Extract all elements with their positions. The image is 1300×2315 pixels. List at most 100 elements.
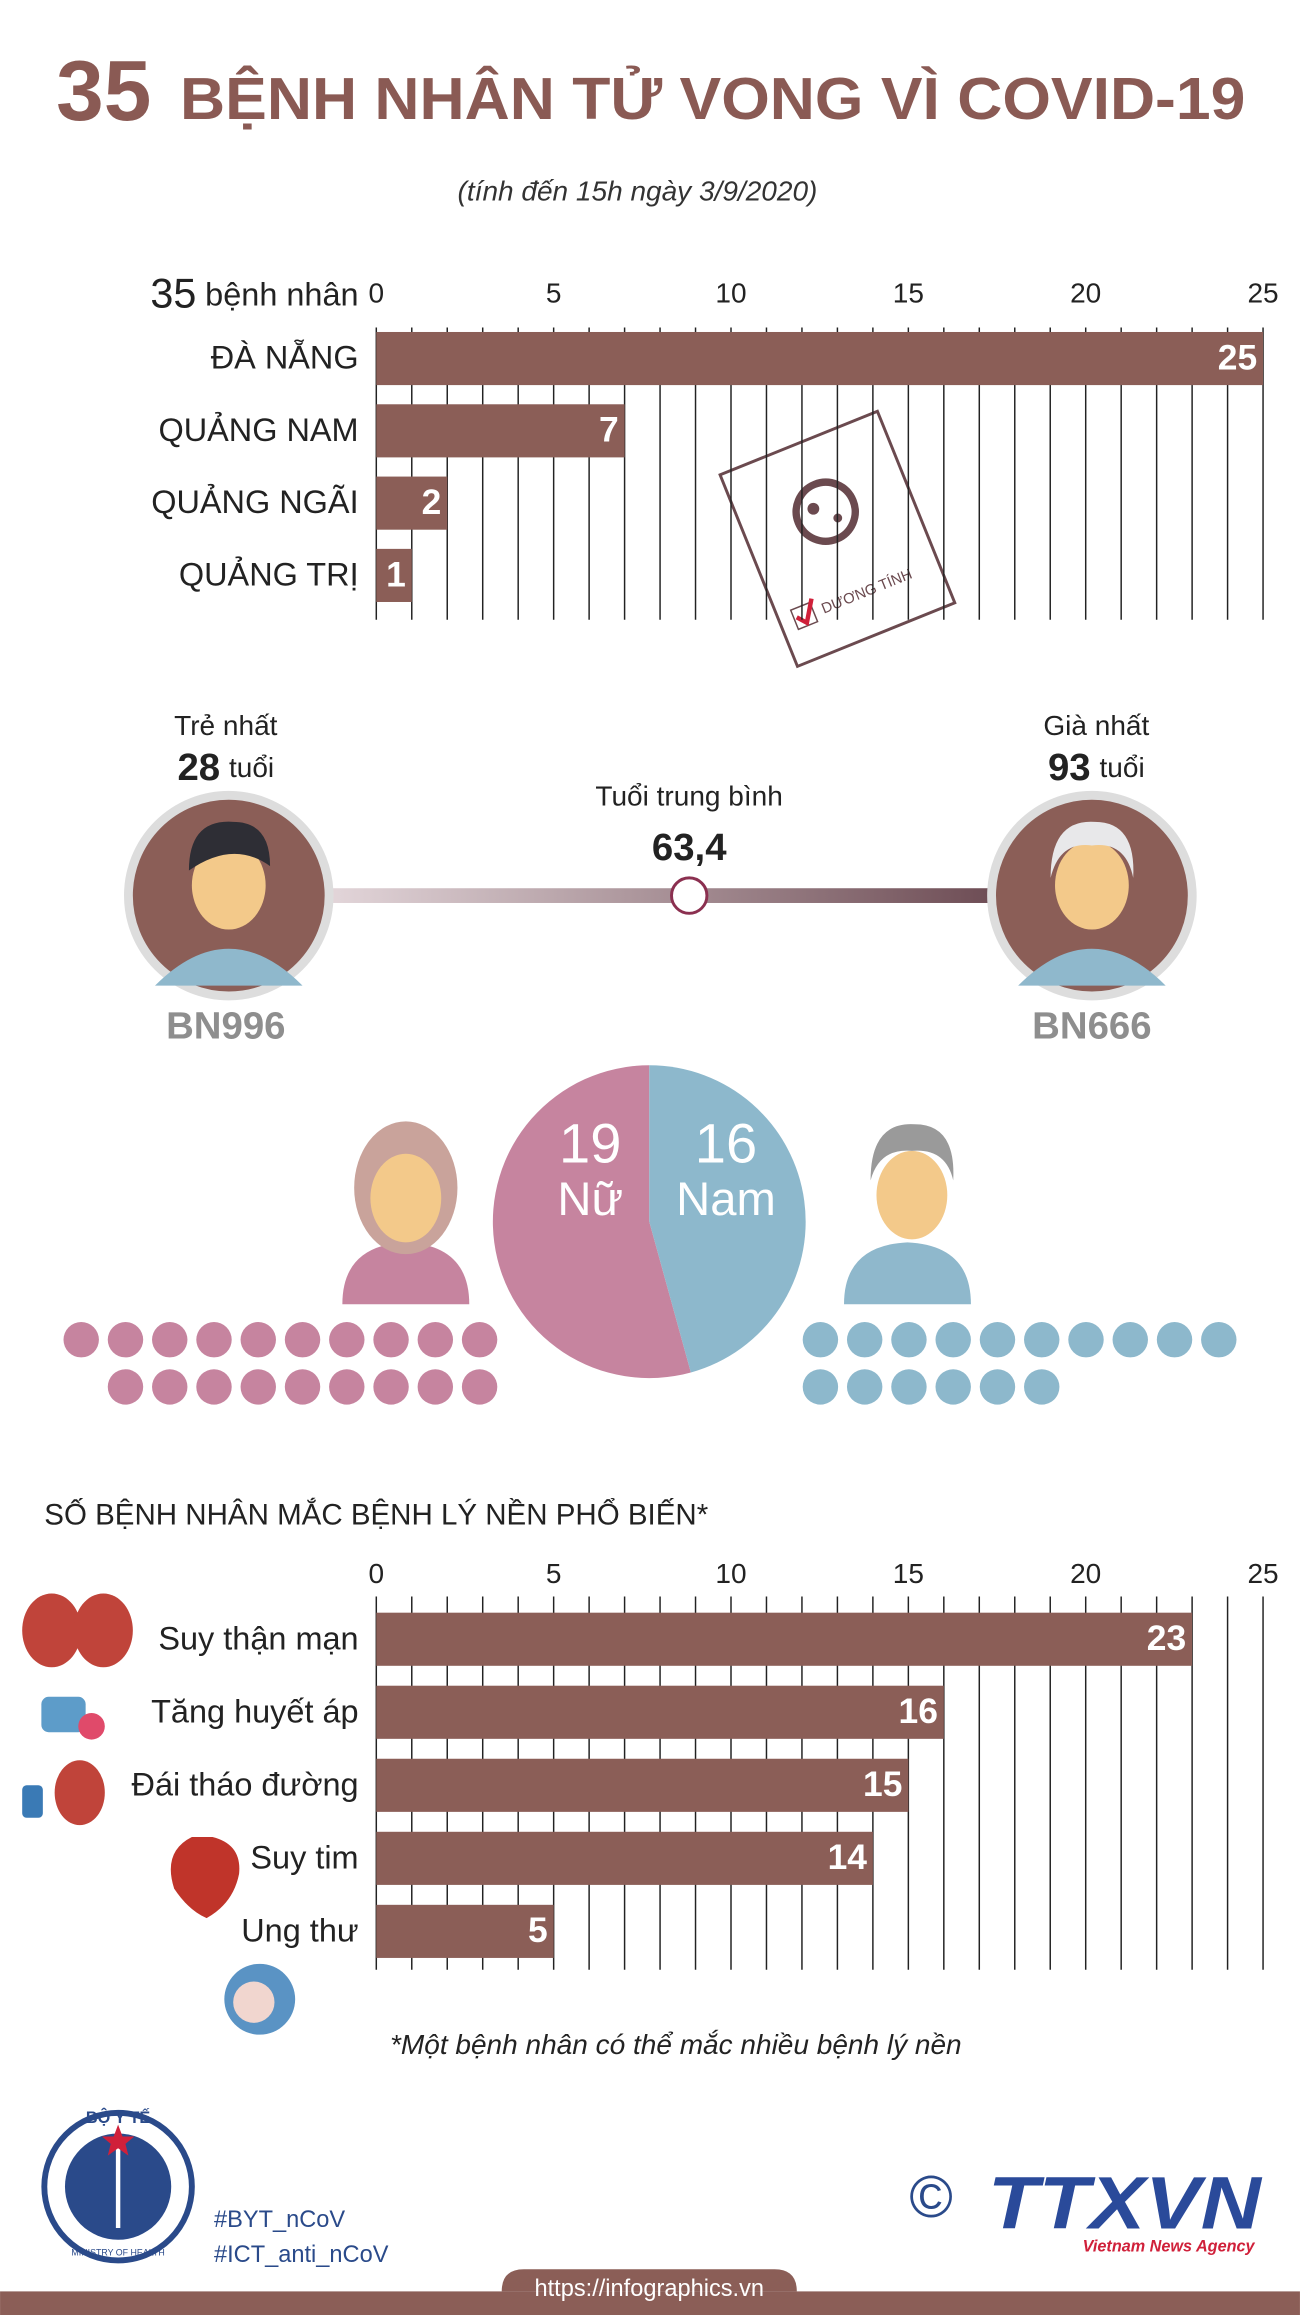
category-label: Đái tháo đường [132,1766,359,1802]
cell-icon [233,1981,275,2023]
value-label: 15 [863,1764,902,1804]
average-value: 63,4 [652,826,727,869]
title: BỆNH NHÂN TỬ VONG VÌ COVID-19 [180,65,1245,132]
unit-dot [240,1369,276,1405]
category-label: QUẢNG TRỊ [179,555,359,592]
unit-dot [63,1322,99,1358]
unit-dot [417,1369,454,1405]
value-label: 5 [528,1910,548,1950]
chart-title-text: bệnh nhân [205,276,358,312]
value-label: 1 [386,554,406,594]
unit-dot [891,1369,927,1405]
value-label: 16 [899,1691,938,1731]
x-tick-label: 0 [369,1558,385,1589]
body [844,1242,971,1305]
bar [376,548,412,602]
heart-icon [170,1836,240,1919]
virus-dot [807,502,820,515]
bar [376,1612,1193,1666]
bar [376,1904,554,1958]
unit-dot [935,1322,971,1358]
bar [376,1831,873,1885]
unit-dot [935,1369,971,1405]
chart-title: 35 bệnh nhân [150,270,358,316]
pie-slice [649,1065,806,1373]
hair [188,821,271,871]
x-tick-label: 15 [893,1558,924,1589]
url: https://infographics.vn [535,2276,765,2302]
x-tick-label: 25 [1247,1558,1278,1589]
unit-dot [284,1369,321,1405]
organ-icon [54,1760,105,1826]
value-label: 14 [828,1837,868,1877]
category-label: Tăng huyết áp [151,1693,359,1729]
unit-dot [1201,1322,1237,1358]
age-unit: tuổi [1100,753,1145,784]
unit-dot [461,1322,498,1358]
average-label: Tuổi trung bình [595,781,782,812]
value-label: 7 [599,410,619,450]
unit-dot [373,1369,409,1405]
unit-dot [107,1322,144,1358]
pie-slice [492,1065,691,1379]
kidney-icon [73,1593,133,1668]
kidney-icon [22,1593,82,1668]
bar [376,1758,909,1812]
age-unit: tuổi [229,753,274,784]
unit-dot [329,1369,365,1405]
age-slider [327,888,992,903]
logo-sub: MINISTRY OF HEALTH [71,2247,164,2257]
disease-icons [22,1593,296,2035]
oldest-age: 93 tuổi [1048,746,1145,789]
chart-total: 35 [150,270,196,316]
category-label: ĐÀ NẴNG [211,339,359,376]
x-tick-label: 20 [1070,1558,1101,1589]
hair [1050,821,1134,878]
bp-icon [41,1696,86,1733]
slice-label: Nữ [557,1173,623,1226]
bar [376,476,448,530]
unit-dot [417,1322,454,1358]
unit-dot [979,1369,1016,1405]
body [342,1242,470,1305]
title-number: 35 [56,44,151,139]
url-tab [501,2269,797,2292]
average-marker [670,876,709,915]
slice-value: 19 [559,1112,621,1175]
unit-dot [846,1322,883,1358]
x-tick-label: 25 [1247,277,1278,308]
unit-dot [1024,1369,1060,1405]
hair [870,1124,954,1181]
unit-dot [1024,1322,1060,1358]
x-tick-label: 20 [1070,277,1101,308]
shirt [1018,948,1166,986]
man-icon [844,1124,971,1305]
unit-dot [240,1322,276,1358]
patient-id: BN666 [1032,1005,1151,1048]
check [795,598,814,627]
age-value: 93 [1048,746,1091,789]
unit-dot [891,1322,927,1358]
agency-sub: Vietnam News Agency [1083,2237,1256,2255]
value-label: 2 [422,482,442,522]
shirt [154,948,303,986]
unit-dot [802,1322,839,1358]
x-tick-label: 5 [546,1558,562,1589]
value-label: 25 [1218,337,1257,377]
value-label: 23 [1147,1618,1186,1658]
face [876,1150,948,1240]
unit-dot [846,1369,883,1405]
unit-dot [1068,1322,1104,1358]
logo-star [101,2124,135,2156]
age-value: 28 [177,746,220,789]
face [1055,841,1129,930]
x-tick-label: 15 [893,277,924,308]
moh-logo: BỘ Y TẾ MINISTRY OF HEALTH [41,2108,195,2264]
subtitle: (tính đến 15h ngày 3/9/2020) [458,176,818,207]
woman-icon [342,1121,470,1305]
category-label: QUẢNG NAM [158,411,358,448]
bar [376,404,625,458]
youngest-label: Trẻ nhất [174,710,278,741]
patient-id: BN996 [166,1005,285,1048]
